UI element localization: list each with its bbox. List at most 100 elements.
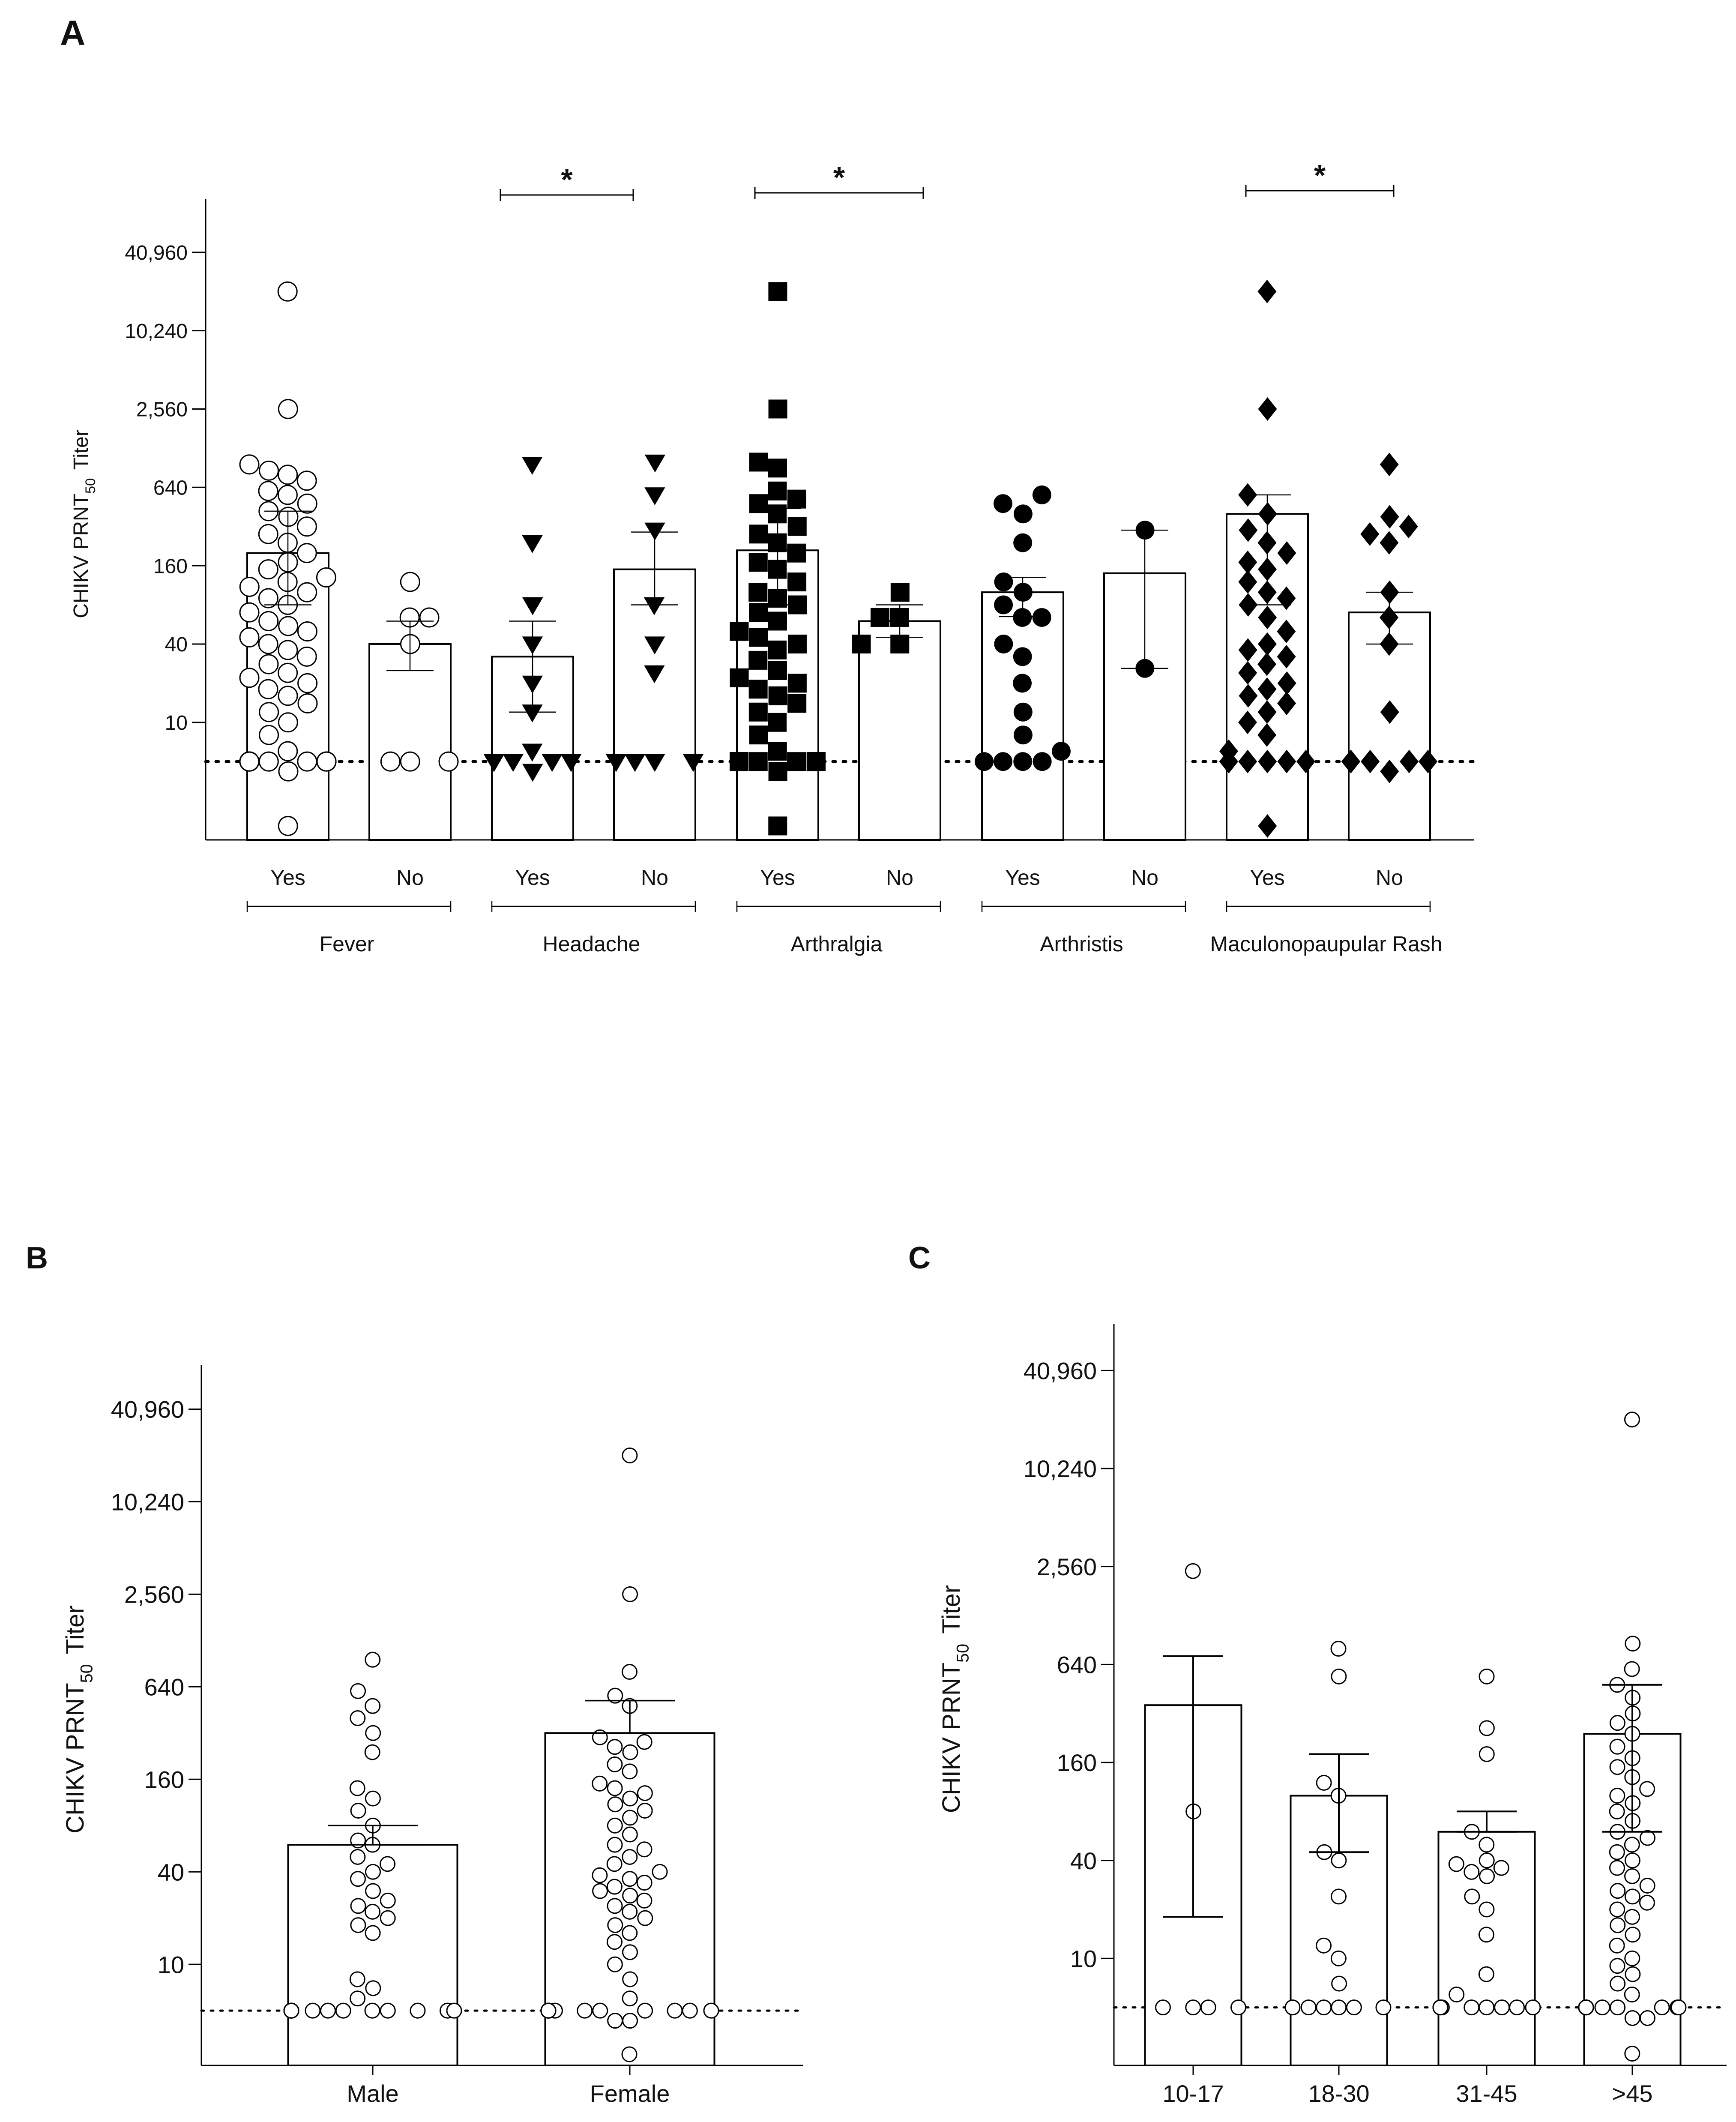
data-point xyxy=(1013,608,1032,627)
data-point xyxy=(1464,1864,1480,1880)
data-point xyxy=(1277,586,1296,610)
data-point xyxy=(1464,1888,1480,1905)
data-point xyxy=(1257,723,1277,747)
y-tick-label: 640 xyxy=(144,1673,184,1700)
data-point xyxy=(278,741,298,761)
data-point xyxy=(1625,1966,1641,1982)
data-point xyxy=(607,1780,623,1796)
x-category-label: 31-45 xyxy=(1456,2080,1517,2107)
data-point xyxy=(1346,1999,1362,2016)
data-point xyxy=(994,494,1013,513)
data-point xyxy=(768,640,787,659)
data-point xyxy=(607,1898,623,1914)
data-point xyxy=(787,517,807,536)
data-point xyxy=(787,572,807,592)
group-label: Headache xyxy=(543,932,641,956)
data-point xyxy=(1185,1999,1201,2016)
data-point xyxy=(1464,1999,1480,2016)
data-point xyxy=(1639,1877,1655,1894)
data-point xyxy=(768,459,787,478)
data-point xyxy=(1479,1999,1495,2016)
data-point xyxy=(994,752,1013,771)
x-category-label: No xyxy=(641,866,668,890)
data-point xyxy=(1238,710,1257,734)
data-point xyxy=(1624,1868,1640,1884)
data-point xyxy=(380,1910,396,1926)
x-category-label: >45 xyxy=(1612,2080,1653,2107)
data-point xyxy=(787,674,807,693)
data-point xyxy=(1624,1852,1640,1869)
data-point xyxy=(1300,1999,1317,2016)
category-group: 31-45 xyxy=(1432,1668,1541,2107)
data-point xyxy=(350,1990,366,2007)
data-point xyxy=(365,1980,381,1996)
data-point xyxy=(350,1917,366,1933)
data-point xyxy=(1624,1837,1640,1853)
y-tick-label: 40,960 xyxy=(111,1396,184,1423)
data-point xyxy=(1493,1860,1509,1876)
data-point xyxy=(749,525,768,544)
data-point xyxy=(1013,702,1033,722)
data-point xyxy=(1258,397,1277,421)
y-tick-label: 2,560 xyxy=(1037,1553,1097,1580)
data-point xyxy=(1277,691,1296,715)
data-point xyxy=(607,1739,623,1755)
category-group: Male xyxy=(283,1651,462,2107)
data-point xyxy=(1624,2010,1640,2026)
data-point xyxy=(577,2002,593,2019)
data-point xyxy=(258,654,279,674)
y-tick-label: 2,560 xyxy=(136,399,188,421)
data-point xyxy=(278,640,298,660)
data-point xyxy=(278,686,298,706)
data-point xyxy=(749,453,768,472)
data-point xyxy=(1277,671,1296,695)
data-point xyxy=(521,457,543,475)
category-group: Yes No Arthralgia xyxy=(730,282,941,956)
data-point xyxy=(606,1879,623,1895)
significance-bracket: * xyxy=(754,161,924,199)
data-point xyxy=(1238,550,1257,574)
data-point xyxy=(637,1910,653,1926)
x-category-label: No xyxy=(396,866,424,890)
data-point xyxy=(592,2002,608,2019)
category-group: Female xyxy=(540,1447,719,2107)
data-point xyxy=(1479,1720,1495,1736)
data-point xyxy=(258,634,278,654)
data-point xyxy=(1257,652,1277,676)
data-point xyxy=(1258,605,1277,629)
data-point xyxy=(703,2002,719,2019)
data-point xyxy=(296,543,317,563)
data-point xyxy=(364,2002,380,2019)
data-point xyxy=(297,693,318,713)
data-point xyxy=(622,1826,638,1843)
group-label: Arthralgia xyxy=(791,932,883,956)
data-point xyxy=(258,481,278,501)
data-point xyxy=(1284,1999,1301,2016)
data-point xyxy=(446,2002,462,2019)
data-point xyxy=(730,622,749,641)
data-point xyxy=(749,603,768,622)
data-point xyxy=(1257,632,1277,656)
data-point xyxy=(1624,1987,1640,2003)
data-point xyxy=(1316,1774,1332,1791)
data-point xyxy=(1257,677,1277,701)
data-point xyxy=(278,465,298,485)
significance-bracket: * xyxy=(500,163,634,201)
data-point xyxy=(1361,749,1380,773)
data-point xyxy=(1479,1746,1495,1762)
data-point xyxy=(522,764,543,782)
y-tick-label: 10 xyxy=(165,712,188,734)
data-point xyxy=(365,1698,381,1714)
data-point xyxy=(622,1888,638,1904)
data-point xyxy=(1032,485,1051,504)
data-point xyxy=(297,582,317,602)
group-label: Arthristis xyxy=(1040,932,1123,956)
data-point xyxy=(1609,1787,1625,1804)
data-point xyxy=(787,752,806,771)
data-point xyxy=(320,2002,336,2019)
data-point xyxy=(1052,742,1071,761)
data-point xyxy=(1375,1999,1392,2016)
data-point xyxy=(1639,1830,1655,1846)
data-point xyxy=(1013,533,1033,552)
data-point xyxy=(277,485,298,505)
